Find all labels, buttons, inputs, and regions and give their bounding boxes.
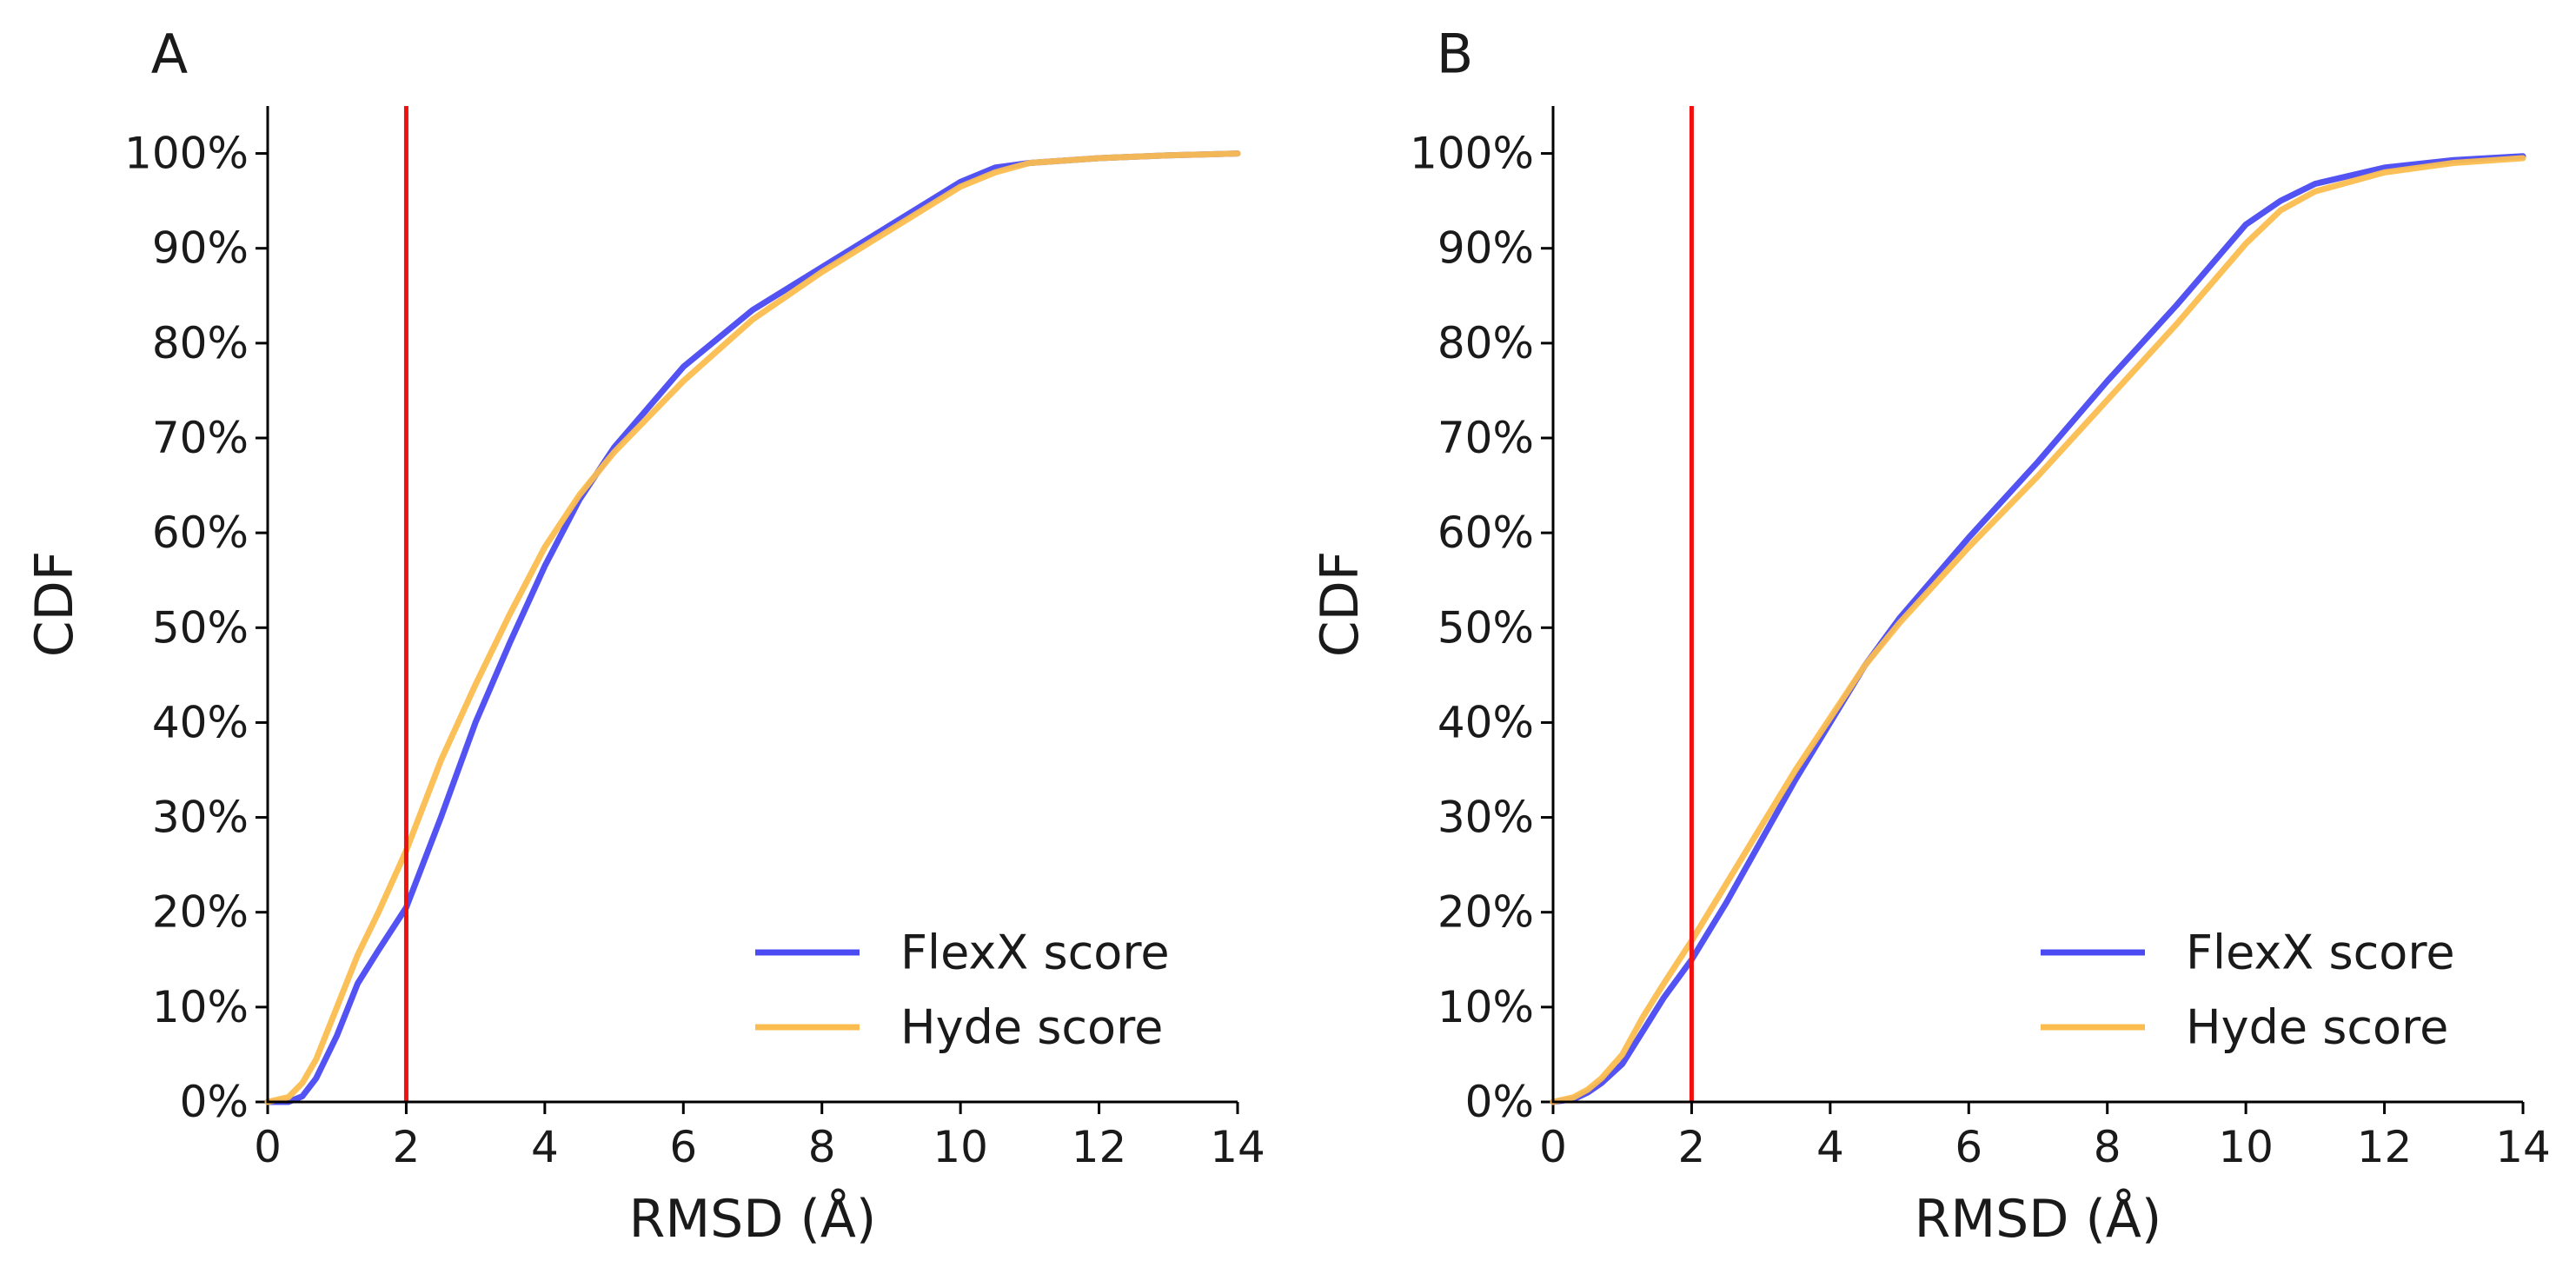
- y-tick-label: 100%: [1410, 129, 1534, 179]
- x-tick-label: 8: [808, 1122, 836, 1172]
- x-tick-label: 4: [1816, 1122, 1844, 1172]
- y-axis-title: CDF: [1310, 551, 1371, 658]
- y-tick-label: 90%: [1437, 223, 1534, 274]
- x-tick-label: 0: [1539, 1122, 1567, 1172]
- x-tick-label: 4: [531, 1122, 559, 1172]
- x-tick-label: 2: [393, 1122, 421, 1172]
- panel-label: A: [151, 23, 188, 86]
- y-tick-label: 60%: [152, 508, 249, 558]
- legend-label: Hyde score: [2186, 1000, 2448, 1055]
- y-tick-label: 100%: [124, 129, 249, 179]
- series-line-hyde-score: [1550, 155, 2526, 1105]
- y-tick-label: 30%: [1437, 793, 1534, 843]
- y-tick-label: 50%: [152, 602, 249, 653]
- series-line-flexx-score: [264, 150, 1241, 1105]
- panel-b: B 0% 10% 20% 30% 40% 50% 60% 70% 80% 90% 100% 0 2 4 6 8 1…: [1310, 23, 2551, 1251]
- y-tick-label: 10%: [152, 982, 249, 1032]
- x-tick-label: 0: [254, 1122, 282, 1172]
- y-tick-label: 30%: [152, 793, 249, 843]
- x-tick-label: 8: [2094, 1122, 2121, 1172]
- y-tick-label: 80%: [152, 318, 249, 368]
- x-tick-label: 10: [933, 1122, 988, 1172]
- y-tick-label: 60%: [1437, 508, 1534, 558]
- y-tick-label: 0%: [1465, 1077, 1534, 1127]
- y-tick-label: 70%: [152, 413, 249, 463]
- x-tick-label: 14: [2495, 1122, 2551, 1172]
- legend: FlexX score Hyde score: [2041, 926, 2455, 1055]
- y-tick-label: 20%: [152, 887, 249, 938]
- y-tick-label: 40%: [1437, 697, 1534, 747]
- legend-label: Hyde score: [900, 1000, 1163, 1055]
- y-tick-label: 10%: [1437, 982, 1534, 1032]
- legend-label: FlexX score: [900, 926, 1170, 980]
- x-tick-label: 10: [2218, 1122, 2274, 1172]
- panel-label: B: [1437, 23, 1474, 86]
- x-tick-label: 12: [1072, 1122, 1127, 1172]
- x-tick-label: 14: [1210, 1122, 1265, 1172]
- y-tick-label: 50%: [1437, 602, 1534, 653]
- y-tick-label: 80%: [1437, 318, 1534, 368]
- y-tick-label: 40%: [152, 697, 249, 747]
- series-line-hyde-score: [264, 150, 1241, 1105]
- x-axis-title: RMSD (Å): [629, 1188, 877, 1250]
- x-axis-title: RMSD (Å): [1915, 1188, 2162, 1250]
- x-tick-label: 6: [669, 1122, 697, 1172]
- y-tick-label: 70%: [1437, 413, 1534, 463]
- y-tick-label: 90%: [152, 223, 249, 274]
- y-axis-title: CDF: [24, 551, 85, 658]
- y-tick-label: 0%: [180, 1077, 249, 1127]
- legend: FlexX score Hyde score: [755, 926, 1170, 1055]
- x-tick-label: 2: [1678, 1122, 1706, 1172]
- legend-label: FlexX score: [2186, 926, 2455, 980]
- panel-a: A 0% 10% 20% 30% 40% 50% 60% 70% 80% 90% 100% 0 2 4 6 8 1…: [24, 23, 1265, 1251]
- x-tick-label: 6: [1955, 1122, 1982, 1172]
- y-tick-label: 20%: [1437, 887, 1534, 938]
- x-tick-label: 12: [2357, 1122, 2413, 1172]
